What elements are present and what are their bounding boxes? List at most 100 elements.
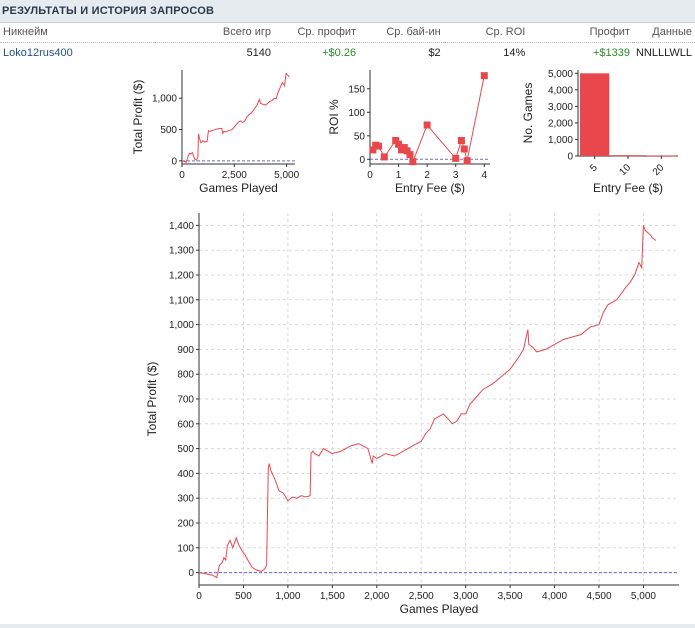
x-tick-label: 4,000 [542, 591, 567, 602]
y-tick-label: 700 [177, 395, 194, 406]
avg-buyin-value: $2 [428, 47, 441, 59]
x-tick-label: 2 [424, 170, 430, 181]
data-point [380, 153, 388, 161]
y-axis-title: No. Games [521, 83, 535, 144]
y-tick-label: 1,400 [169, 221, 194, 232]
x-tick-label: 4 [482, 170, 488, 181]
data-point [460, 145, 468, 153]
data-point [392, 137, 400, 144]
y-tick-label: 600 [177, 419, 194, 430]
small-roi-chart: 0 1 2 3 4 0 50 100 150 Entry Fee ($) ROI % [327, 70, 490, 195]
x-tick-label: 2,500 [409, 591, 434, 602]
large-profit-chart: 0 500 1,000 1,500 2,000 2,500 3,000 3,500 4,000 4… [145, 213, 679, 616]
y-tick-label: 1,000 [548, 135, 573, 146]
y-tick-label: 1,300 [169, 246, 194, 257]
table-header-row: Никнейм Всего игр Ср. профит Ср. бай-ин … [0, 22, 695, 43]
y-tick-label: 800 [177, 370, 194, 381]
data-point [409, 158, 417, 166]
y-tick-label: 500 [177, 444, 194, 455]
col-total-games: Всего игр [154, 22, 275, 43]
x-tick-label: 2,000 [364, 591, 389, 602]
y-tick-label: 150 [348, 84, 365, 95]
y-tick-label: 0 [171, 156, 177, 167]
total-games-value: 5140 [246, 47, 272, 59]
y-tick-label: 500 [160, 125, 177, 136]
x-tick-label: 5,000 [631, 591, 656, 602]
y-tick-label: 1,000 [152, 94, 177, 105]
data-point [369, 146, 377, 154]
series-line [181, 72, 290, 164]
x-axis-title: Games Played [199, 181, 278, 195]
data-point [395, 140, 403, 148]
profit-value: +$1339 [592, 47, 630, 59]
data-point [403, 147, 411, 155]
y-tick-label: 900 [177, 345, 194, 356]
x-tick-label: 1 [396, 170, 402, 181]
x-tick-label: 0 [367, 170, 373, 181]
y-tick-label: 1,000 [169, 320, 194, 331]
data-point [457, 137, 465, 144]
x-tick-label: 1,500 [320, 591, 345, 602]
x-tick-label: 20 [651, 162, 667, 178]
data-point [452, 154, 460, 162]
bar [613, 155, 643, 157]
results-header: РЕЗУЛЬТАТЫ И ИСТОРИЯ ЗАПРОСОВ [0, 0, 695, 23]
y-tick-label: 1,100 [169, 295, 194, 306]
nickname-link[interactable]: Loko12rus400 [3, 47, 73, 59]
y-axis-title: Total Profit ($) [145, 362, 159, 437]
data-point [406, 151, 414, 159]
x-tick-label: 2,500 [222, 170, 247, 181]
y-tick-label: 100 [348, 108, 365, 119]
y-tick-label: 2,000 [548, 118, 573, 129]
col-nickname: Никнейм [0, 22, 155, 43]
y-axis-title: Total Profit ($) [131, 80, 145, 155]
series-line [198, 225, 657, 579]
y-tick-label: 50 [354, 131, 366, 142]
y-tick-label: 4,000 [548, 85, 573, 96]
x-tick-label: 0 [179, 170, 185, 181]
x-tick-label: 10 [617, 162, 633, 178]
small-games-chart: 0 1,000 2,000 3,000 4,000 5,000 5 10 20 Entry Fee… [521, 69, 678, 195]
recent-results-value: NNLLLWLL [635, 47, 692, 59]
col-profit: Профит [528, 22, 633, 43]
data-point [375, 142, 383, 150]
data-point [463, 157, 471, 165]
col-avg-buyin: Ср. бай-ин [359, 22, 444, 43]
x-tick-label: 3,000 [453, 591, 478, 602]
col-avg-profit: Ср. профит [274, 22, 360, 43]
x-tick-label: 1,000 [275, 591, 300, 602]
x-tick-label: 0 [196, 591, 202, 602]
y-tick-label: 0 [359, 155, 365, 166]
small-profit-chart: 0 2,500 5,000 0 500 1,000 Games Played Total Pr… [131, 70, 300, 195]
data-point [480, 72, 488, 80]
col-avg-roi: Ср. ROI [443, 22, 529, 43]
data-point [423, 121, 431, 129]
y-tick-label: 0 [188, 568, 194, 579]
col-data: Данные [632, 22, 695, 43]
x-axis-title: Entry Fee ($) [395, 181, 465, 195]
avg-profit-value: +$0.26 [322, 47, 357, 59]
avg-roi-value: 14% [503, 47, 526, 59]
y-tick-label: 3,000 [548, 102, 573, 113]
y-axis-title: ROI % [327, 99, 341, 135]
y-tick-label: 400 [177, 469, 194, 480]
table-row: Loko12rus400 5140 +$0.26 $2 14% +$1339 N… [0, 43, 695, 64]
x-tick-label: 4,500 [586, 591, 611, 602]
page-title: РЕЗУЛЬТАТЫ И ИСТОРИЯ ЗАПРОСОВ [2, 5, 215, 17]
y-tick-label: 100 [177, 543, 194, 554]
x-tick-label: 3 [453, 170, 459, 181]
y-tick-label: 1,200 [169, 271, 194, 282]
bar [580, 73, 610, 156]
x-axis-title: Games Played [400, 602, 479, 616]
x-tick-label: 5,000 [274, 170, 299, 181]
x-tick-label: 5 [588, 162, 600, 174]
bottom-divider [0, 624, 695, 628]
x-tick-label: 500 [235, 591, 252, 602]
y-tick-label: 5,000 [548, 69, 573, 80]
x-axis-title: Entry Fee ($) [593, 181, 663, 195]
x-tick-label: 3,500 [498, 591, 523, 602]
y-tick-label: 0 [567, 152, 573, 163]
player-stats-table: Никнейм Всего игр Ср. профит Ср. бай-ин … [0, 22, 695, 63]
y-tick-label: 200 [177, 519, 194, 530]
y-tick-label: 300 [177, 494, 194, 505]
